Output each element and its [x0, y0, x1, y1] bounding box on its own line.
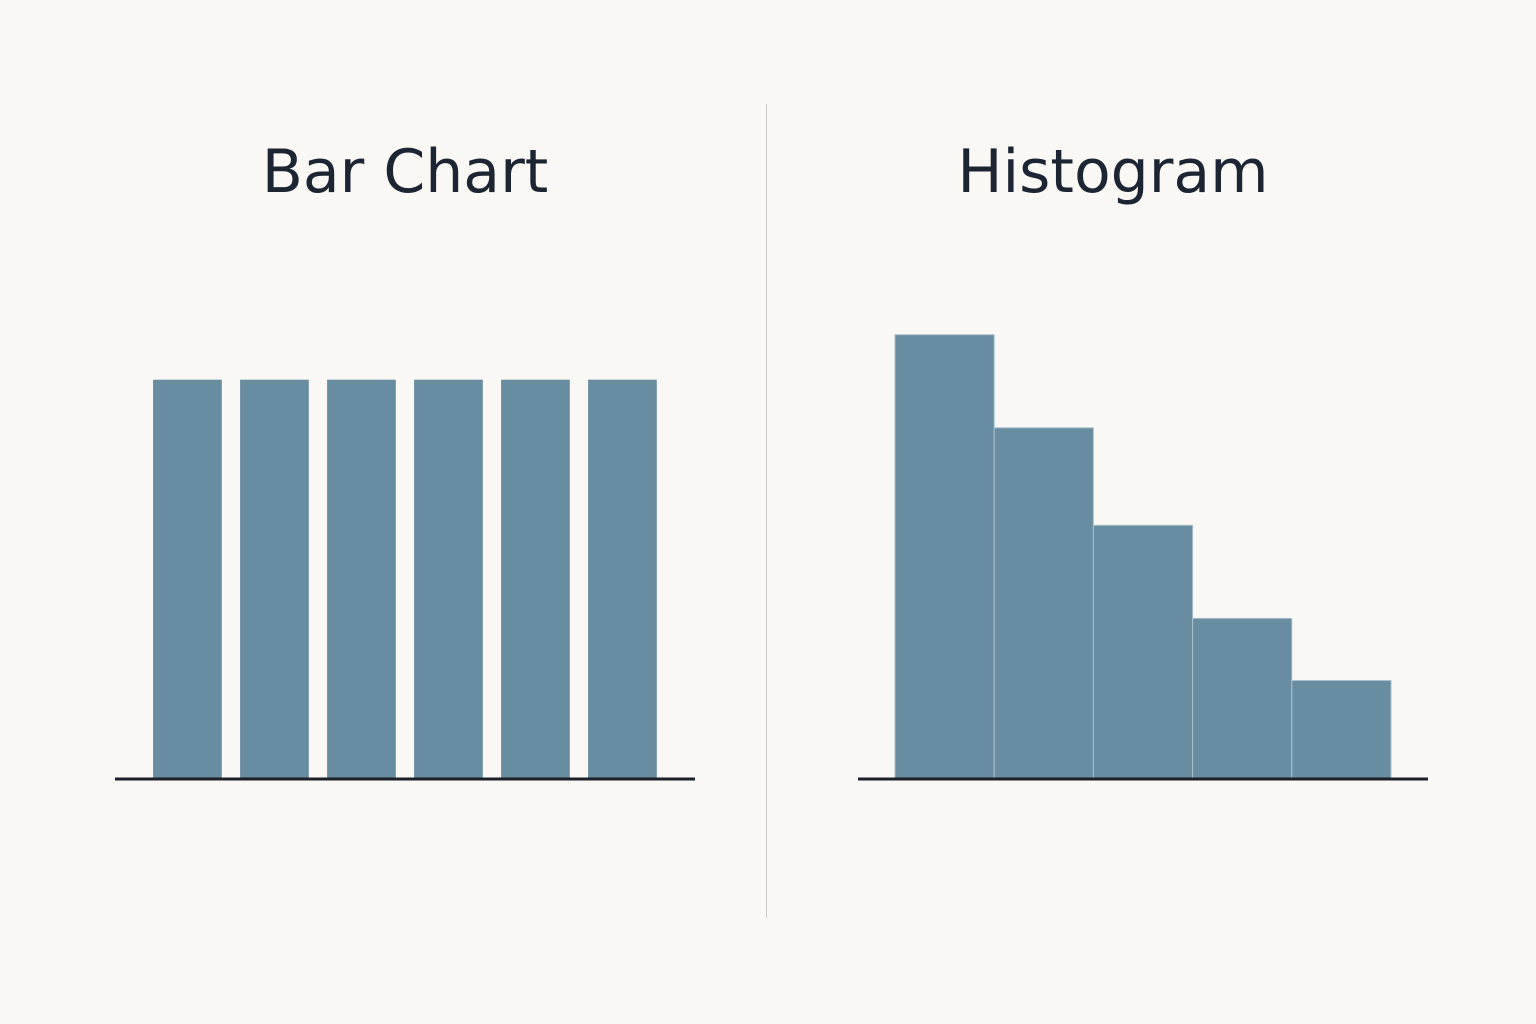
panel-divider [766, 104, 767, 918]
histogram-bar-1 [894, 334, 995, 779]
bar-chart-bar-5 [501, 379, 570, 778]
bar-chart-plot [115, 379, 695, 781]
histogram-bar-4 [1192, 617, 1293, 779]
histogram-title: Histogram [957, 137, 1269, 207]
bar-chart-bar-6 [588, 379, 657, 778]
histogram-bar-2 [993, 427, 1094, 779]
histogram-bar-5 [1291, 680, 1392, 779]
bar-chart-bar-3 [327, 379, 396, 778]
bar-chart-title: Bar Chart [261, 137, 549, 207]
bar-chart-bar-1 [153, 379, 222, 778]
histogram-bar-3 [1092, 524, 1194, 779]
bar-chart-bar-4 [414, 379, 483, 778]
bar-chart-bar-2 [240, 379, 309, 778]
